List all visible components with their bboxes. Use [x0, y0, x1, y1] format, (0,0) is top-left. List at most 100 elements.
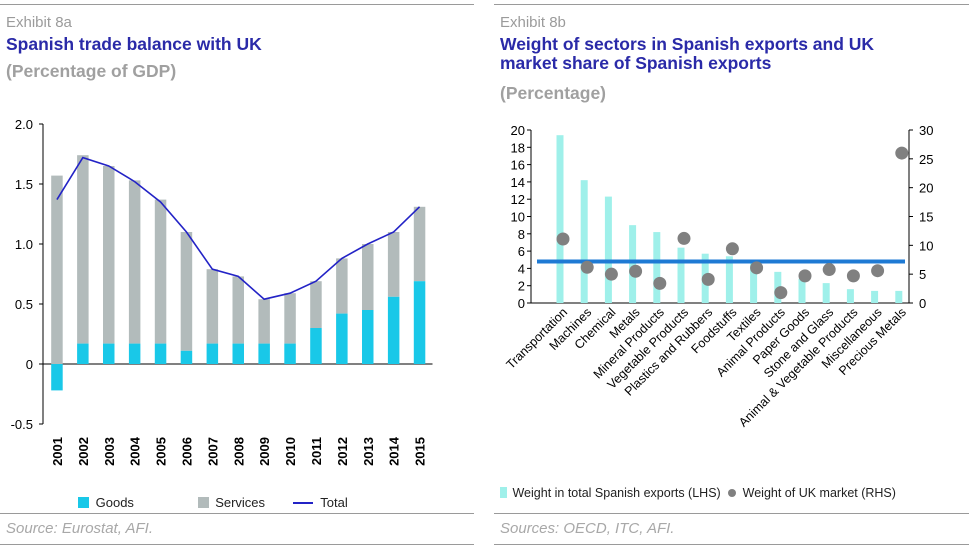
goods-bar [128, 343, 141, 364]
y-tick-label-left: 6 [518, 244, 525, 259]
goods-bar [258, 343, 270, 364]
x-tick-label: 2003 [102, 437, 117, 466]
x-tick-label: 2012 [335, 437, 350, 466]
chart-subtitle: (Percentage of GDP) [6, 61, 177, 81]
weight-bar [846, 289, 854, 303]
goods-bar [232, 343, 244, 364]
x-tick-label: 2013 [361, 437, 376, 466]
legend-total-label: Total [320, 495, 348, 511]
y-tick-label: 0.5 [15, 297, 33, 312]
weight-bar [871, 290, 879, 303]
weight-bar [822, 283, 830, 303]
goods-bar [206, 343, 219, 364]
uk-market-marker [556, 232, 570, 246]
services-bar [180, 232, 193, 351]
services-bar [284, 293, 296, 344]
uk-market-marker [846, 269, 860, 283]
chart-title-line-1: Weight of sectors in Spanish exports and… [500, 34, 875, 54]
chart-subtitle: (Percentage) [500, 83, 607, 103]
y-tick-label-left: 12 [511, 192, 525, 207]
goods-bar [387, 296, 400, 364]
goods-bar [180, 350, 193, 364]
legend-goods-swatch [78, 497, 89, 509]
services-bar [154, 199, 167, 344]
uk-market-marker [653, 276, 667, 290]
uk-market-marker [701, 272, 715, 286]
uk-market-marker [677, 231, 691, 245]
services-bar [387, 232, 400, 297]
goods-bar [51, 364, 63, 391]
uk-market-marker [604, 267, 618, 281]
services-bar [413, 206, 426, 282]
weight-bar [580, 180, 588, 303]
goods-bar [336, 313, 348, 364]
chart-title-line-2: market share of Spanish exports [500, 53, 772, 73]
x-tick-label: 2001 [50, 437, 65, 466]
y-tick-label-left: 4 [518, 261, 525, 276]
chart-legend: Goods Services Total [78, 494, 348, 510]
source-rule [0, 513, 474, 514]
services-bar [77, 155, 89, 344]
uk-market-marker [895, 146, 909, 160]
y-tick-label-left: 2 [518, 279, 525, 294]
exhibit-8a-panel: Exhibit 8a Spanish trade balance with UK… [0, 0, 474, 554]
x-tick-label: 2005 [154, 437, 169, 466]
services-bar [362, 244, 374, 310]
goods-bar [310, 328, 322, 364]
x-tick-label: 2009 [257, 437, 272, 466]
legend-goods-label: Goods [95, 495, 134, 511]
services-bar [232, 276, 244, 344]
legend-total-swatch [292, 501, 313, 504]
services-bar [258, 299, 270, 344]
x-tick-label: 2008 [231, 437, 246, 466]
top-rule [0, 4, 474, 5]
y-tick-label-right: 20 [919, 181, 933, 196]
uk-market-marker [629, 264, 643, 278]
total-line [56, 156, 421, 301]
y-tick-label: -0.5 [11, 417, 33, 432]
services-bar [336, 258, 348, 314]
x-tick-label: 2011 [309, 437, 324, 465]
trade-balance-chart: 2.0 1.5 1.0 0.5 0 -0.5 2001 2002 2003 2004 2005 200… [11, 117, 433, 466]
x-tick-label: 2004 [128, 436, 143, 466]
services-bar [103, 166, 115, 344]
services-bar [51, 175, 63, 364]
y-tick-label-left: 18 [511, 140, 525, 155]
goods-bar [284, 343, 296, 364]
y-tick-label: 1.0 [15, 237, 33, 252]
y-tick-label-left: 10 [511, 210, 525, 225]
uk-market-marker [750, 261, 764, 275]
bottom-rule [494, 544, 969, 545]
uk-market-marker [725, 242, 739, 256]
chart-title: Spanish trade balance with UK [6, 34, 262, 54]
legend-weight-swatch [500, 487, 507, 499]
goods-bar [77, 343, 89, 364]
y-tick-label-right: 15 [919, 210, 933, 225]
goods-bar [103, 343, 115, 364]
weight-bar [895, 290, 903, 303]
x-tick-label: 2006 [179, 437, 194, 466]
chart-title: Weight of sectors in Spanish exports and… [500, 35, 874, 73]
x-tick-label: 2015 [413, 437, 428, 466]
x-tick-label: 2014 [387, 436, 402, 466]
services-bar [310, 281, 322, 328]
y-tick-label-right: 0 [919, 296, 926, 311]
legend-weight-label: Weight in total Spanish exports (LHS) [512, 485, 721, 500]
y-tick-label-left: 0 [518, 296, 525, 311]
uk-market-marker [822, 263, 836, 277]
source-rule [494, 513, 969, 514]
exhibit-label: Exhibit 8b [500, 14, 566, 31]
source-note: Source: Eurostat, AFI. [6, 520, 154, 537]
weight-bar [725, 256, 733, 303]
x-tick-label: 2002 [76, 437, 91, 466]
legend-uk-marker [728, 488, 737, 497]
chart-legend: Weight in total Spanish exports (LHS) We… [500, 485, 896, 500]
y-tick-label-left: 8 [518, 227, 525, 242]
sector-weights-chart: 20181614121086420302520151050Transportat… [504, 123, 934, 430]
y-tick-label-left: 14 [511, 175, 525, 190]
goods-bar [413, 281, 426, 364]
x-tick-label: 2010 [283, 437, 298, 466]
source-note: Sources: OECD, ITC, AFI. [500, 520, 675, 537]
legend-uk-label: Weight of UK market (RHS) [742, 485, 896, 500]
exhibit-8b-panel: Exhibit 8b Weight of sectors in Spanish … [494, 0, 969, 554]
